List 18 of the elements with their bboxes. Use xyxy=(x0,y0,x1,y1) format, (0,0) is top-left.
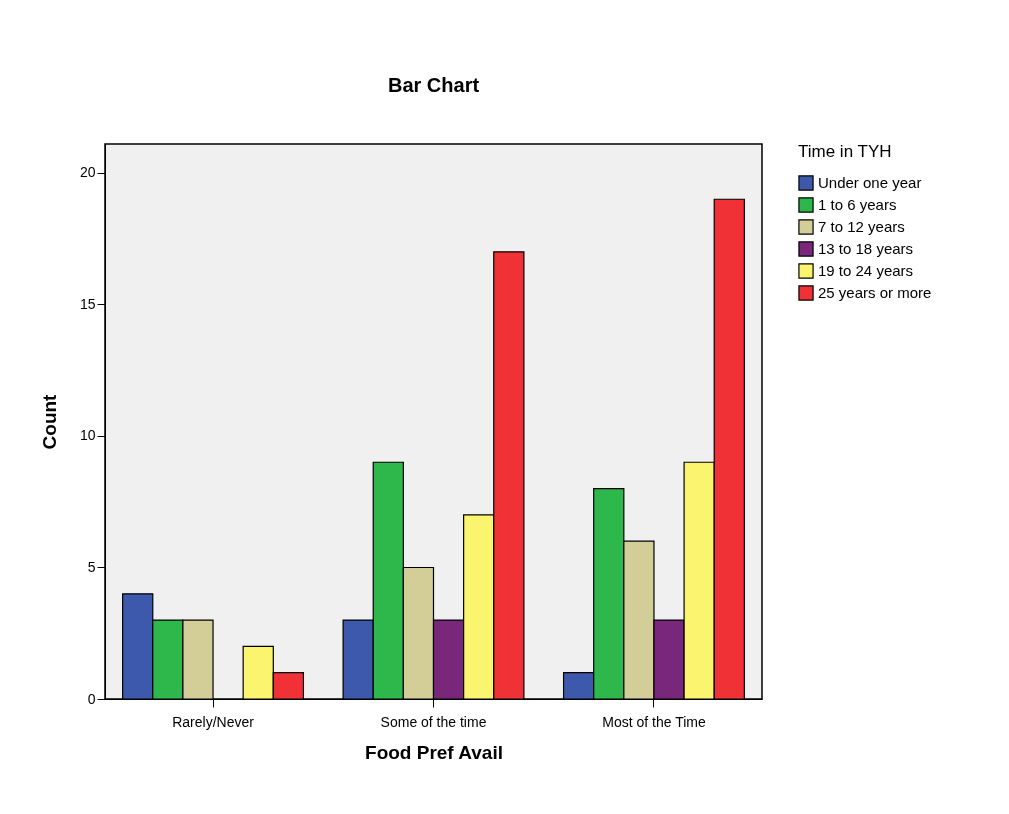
y-tick-label: 0 xyxy=(87,690,96,707)
y-tick-label: 20 xyxy=(79,164,96,181)
chart-title: Bar Chart xyxy=(387,74,480,96)
y-tick-label: 10 xyxy=(79,427,96,444)
x-tick-label: Most of the Time xyxy=(602,713,706,730)
legend-label: 7 to 12 years xyxy=(818,218,905,235)
legend-label: 19 to 24 years xyxy=(818,262,914,279)
legend-label: 25 years or more xyxy=(818,284,932,301)
legend-label: 1 to 6 years xyxy=(818,196,897,213)
x-axis-title: Food Pref Avail xyxy=(365,741,503,763)
y-tick-label: 15 xyxy=(79,295,96,312)
y-tick-label: 5 xyxy=(87,558,96,575)
legend-title: Time in TYH xyxy=(798,142,892,161)
x-tick-label: Rarely/Never xyxy=(172,713,255,730)
x-tick-label: Some of the time xyxy=(380,713,487,730)
legend-label: Under one year xyxy=(818,174,922,191)
legend-label: 13 to 18 years xyxy=(818,240,914,257)
y-axis-title: Count xyxy=(38,393,60,450)
